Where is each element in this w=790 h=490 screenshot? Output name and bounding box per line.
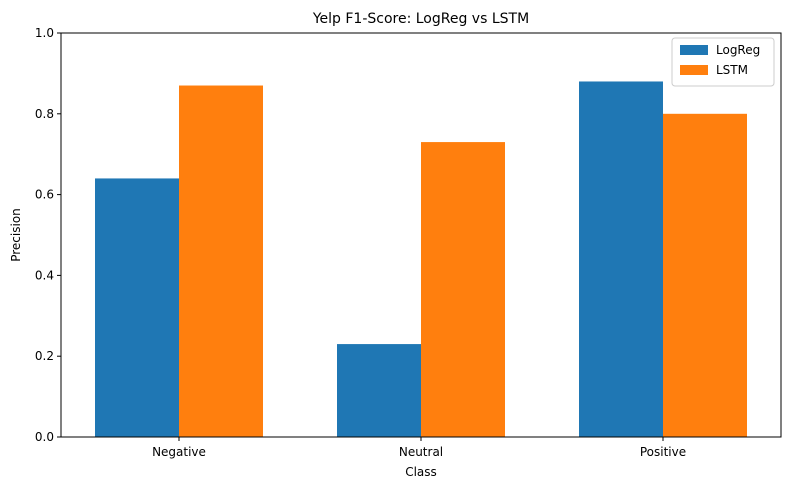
bar-lstm-positive <box>663 113 747 438</box>
x-tick-label: Negative <box>152 445 206 459</box>
x-axis-label: Class <box>405 465 437 479</box>
plot-frame <box>60 32 782 438</box>
y-tick-label: 0.0 <box>35 430 54 444</box>
x-tick-label: Neutral <box>399 445 443 459</box>
y-tick-label: 0.8 <box>35 107 54 121</box>
y-tick-label: 1.0 <box>35 26 54 40</box>
bar-lstm-negative <box>179 85 263 438</box>
bar-logreg-positive <box>579 81 663 437</box>
y-tick-label: 0.6 <box>35 188 54 202</box>
legend-swatch-logreg <box>680 45 708 55</box>
legend-label-logreg: LogReg <box>716 43 760 57</box>
bar-lstm-neutral <box>421 142 505 437</box>
y-axis-label: Precision <box>9 208 23 262</box>
chart-title: Yelp F1-Score: LogReg vs LSTM <box>312 11 529 27</box>
x-axis: Negative Neutral Positive <box>152 437 686 459</box>
y-axis: 0.0 0.2 0.4 0.6 0.8 1.0 <box>35 26 61 444</box>
legend-swatch-lstm <box>680 65 708 75</box>
x-tick-label: Positive <box>640 445 686 459</box>
bar-logreg-neutral <box>337 344 421 437</box>
legend-label-lstm: LSTM <box>716 63 748 77</box>
y-tick-label: 0.4 <box>35 268 54 282</box>
bar-logreg-negative <box>95 178 179 437</box>
y-tick-label: 0.2 <box>35 349 54 363</box>
legend: LogReg LSTM <box>671 37 775 87</box>
bars-group <box>95 81 747 438</box>
